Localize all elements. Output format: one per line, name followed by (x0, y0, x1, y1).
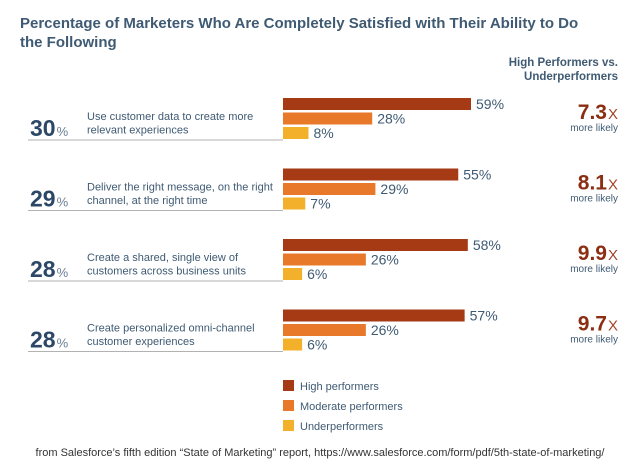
category-label: customer experiences (87, 336, 195, 348)
bar-value-label: 55% (463, 167, 491, 183)
category-total: 29% (30, 186, 69, 212)
ratio-value: 9.7X (578, 313, 618, 336)
ratio-value: 9.9X (578, 242, 618, 265)
legend-swatch (283, 420, 294, 431)
category-total: 28% (30, 256, 69, 282)
category-label: channel, at the right time (87, 195, 207, 207)
bar (283, 268, 303, 280)
chart-title: Percentage of Marketers Who Are Complete… (20, 15, 579, 51)
ratio-header: High Performers vs. Underperformers (468, 56, 618, 84)
bar-value-label: 6% (307, 337, 327, 353)
bar (283, 309, 465, 322)
bar (283, 127, 309, 139)
legend-swatch (283, 400, 294, 411)
category-label: Deliver the right message, on the right (87, 182, 273, 194)
bar (283, 253, 366, 266)
bar (283, 112, 373, 125)
bar-value-label: 7% (310, 196, 330, 212)
ratio-caption: more likely (570, 264, 618, 275)
legend-label: Underperformers (300, 421, 384, 433)
ratio-caption: more likely (570, 194, 618, 205)
bar-value-label: 57% (470, 308, 498, 324)
category-total: 28% (30, 327, 69, 353)
bar (283, 338, 303, 351)
legend-label: Moderate performers (300, 401, 403, 413)
ratio-caption: more likely (570, 335, 618, 346)
bar-value-label: 26% (371, 252, 399, 268)
bar-value-label: 29% (380, 181, 408, 197)
ratio-header-line-1: High Performers vs. (508, 57, 618, 69)
category-label: Create a shared, single view of (87, 252, 239, 264)
bar (283, 98, 471, 110)
bar-value-label: 59% (476, 96, 504, 112)
legend-label: High performers (300, 381, 379, 393)
category-label: Create personalized omni-channel (87, 323, 255, 335)
bar-value-label: 26% (371, 322, 399, 338)
bar-chart: 30% Use customer data to create more relev… (28, 96, 618, 433)
bar-value-label: 28% (377, 111, 405, 127)
category-label: customers across business units (87, 266, 246, 278)
ratio-caption: more likely (570, 123, 618, 134)
bar (283, 183, 376, 195)
bar-value-label: 58% (473, 237, 501, 253)
bar (283, 324, 366, 336)
bar-value-label: 6% (307, 266, 327, 282)
category-label: relevant experiences (87, 125, 189, 137)
ratio-value: 7.3X (578, 101, 618, 124)
bar (283, 239, 468, 251)
ratio-value: 8.1X (578, 172, 618, 195)
source-note: from Salesforce’s fifth edition “State o… (35, 447, 605, 459)
ratio-header-line-2: Underperformers (524, 71, 618, 83)
category-label: Use customer data to create more (87, 111, 253, 123)
legend-swatch (283, 380, 294, 391)
category-total: 30% (30, 115, 69, 141)
bar (283, 168, 459, 181)
bar-value-label: 8% (313, 125, 333, 141)
bar (283, 197, 306, 210)
